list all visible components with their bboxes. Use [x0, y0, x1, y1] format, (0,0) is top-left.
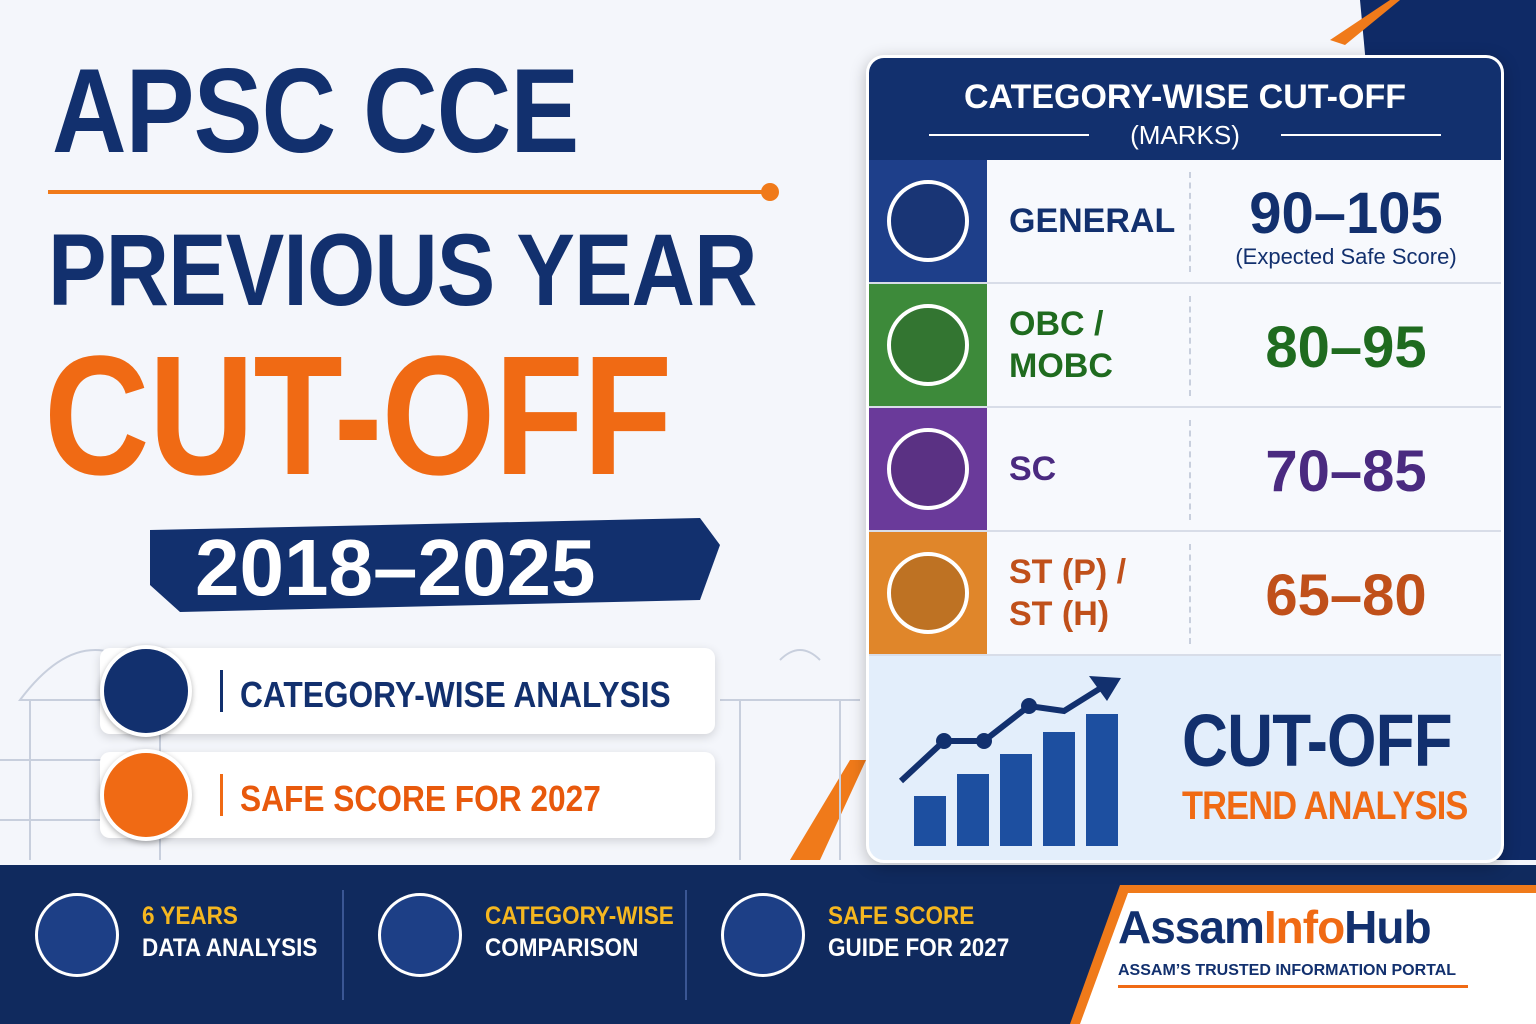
title-line: APSC CCE: [52, 44, 579, 178]
category: OBC / MOBC: [1009, 305, 1113, 385]
category: SC: [1009, 450, 1057, 488]
brand-part: Assam: [1118, 901, 1265, 953]
feature-line: GUIDE FOR 2027: [828, 934, 1010, 962]
brand-name: AssamInfoHub: [1118, 900, 1432, 954]
feature-line: 6 YEARS: [142, 902, 238, 930]
table-row: SC 70–85: [869, 408, 1501, 532]
score: 80–95: [1265, 315, 1427, 380]
icon: [887, 304, 969, 386]
title-line: CUT-OFF: [44, 321, 672, 511]
card-subheading: (MARKS): [1130, 120, 1240, 150]
row-color: [869, 408, 987, 530]
title-line: PREVIOUS YEAR: [48, 213, 758, 327]
feature-line: SAFE SCORE: [828, 902, 975, 930]
trend-icon: [898, 676, 1121, 846]
highlight: CATEGORY-WISE ANALYSIS: [100, 645, 715, 737]
category: GENERAL: [1009, 202, 1176, 240]
feature-line: DATA ANALYSIS: [142, 934, 318, 962]
years: 2018–2025: [195, 523, 596, 612]
icon: [100, 749, 192, 841]
feature-icon: [721, 893, 805, 977]
row-color: [869, 160, 987, 282]
brand-part: Info: [1263, 901, 1345, 953]
card-heading: CATEGORY-WISE CUT-OFF: [964, 78, 1406, 116]
trend-subtitle: TREND ANALYSIS: [1182, 784, 1468, 828]
card-header: CATEGORY-WISE CUT-OFF (MARKS): [869, 58, 1501, 160]
category: ST (P) / ST (H): [1009, 553, 1127, 633]
cutoff-card: CATEGORY-WISE CUT-OFF (MARKS) GENERAL 90…: [866, 55, 1504, 863]
highlight-text: CATEGORY-WISE ANALYSIS: [240, 674, 671, 715]
feature-line: COMPARISON: [485, 934, 639, 962]
score: 70–85: [1265, 439, 1427, 504]
table-row: GENERAL 90–105 (Expected Safe Score): [869, 160, 1501, 284]
brand-tagline: ASSAM’S TRUSTED INFORMATION PORTAL: [1118, 962, 1457, 979]
brand-part: Hub: [1344, 901, 1431, 953]
feature-icon: [378, 893, 462, 977]
row-color: [869, 532, 987, 654]
score: 90–105: [1249, 181, 1443, 246]
table-row: ST (P) / ST (H) 65–80: [869, 532, 1501, 656]
trend-panel: CUT-OFF TREND ANALYSIS: [869, 656, 1501, 860]
feature-icon: [35, 893, 119, 977]
icon: [887, 180, 969, 262]
score-note: (Expected Safe Score): [1235, 244, 1457, 269]
feature-line: CATEGORY-WISE: [485, 902, 674, 930]
row-color: [869, 284, 987, 406]
icon: [100, 645, 192, 737]
icon: [887, 552, 969, 634]
trend-title: CUT-OFF: [1182, 699, 1453, 782]
score: 65–80: [1265, 563, 1427, 628]
highlight-text: SAFE SCORE FOR 2027: [240, 778, 601, 819]
highlight: SAFE SCORE FOR 2027: [100, 749, 715, 841]
icon: [887, 428, 969, 510]
table-row: OBC / MOBC 80–95: [869, 284, 1501, 408]
